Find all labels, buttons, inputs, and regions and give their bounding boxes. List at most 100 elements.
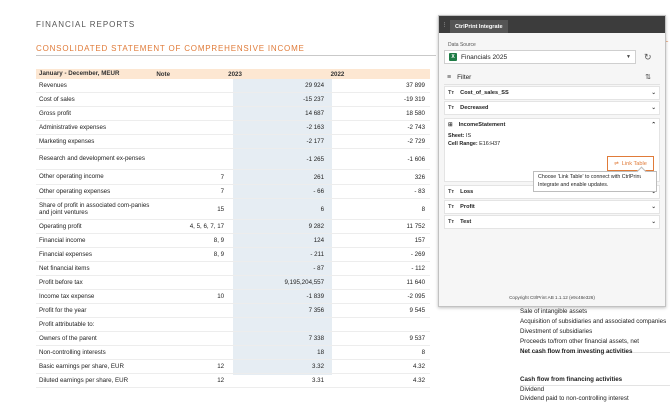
filter-row[interactable]: ≡ Filter ⇅: [444, 70, 660, 85]
row-label: Profit before tax: [39, 278, 83, 286]
row-label: Profit attributable to:: [39, 320, 95, 328]
chevron-down-icon[interactable]: ⌄: [651, 90, 656, 96]
row-label: Other operating income: [39, 173, 104, 181]
chevron-down-icon[interactable]: ⌄: [651, 204, 656, 210]
link-icon: ⇌: [614, 160, 619, 167]
table-row: Marketing expenses -2 177 -2 729: [36, 135, 430, 149]
row-value-2023: -2 177: [306, 138, 325, 145]
range-value: E16:H37: [479, 141, 501, 147]
panel-header: ⋮ CtrlPrint Integrate: [439, 16, 665, 33]
table-row: Basic earnings per share, EUR 12 3.32 4.32: [36, 360, 430, 374]
row-value-2022: 11 640: [406, 279, 426, 286]
row-value-2022: - 112: [411, 265, 426, 272]
panel-item[interactable]: Tт Decreased ⌄: [444, 101, 660, 115]
row-label: Financial expenses: [39, 250, 92, 258]
row-label: Diluted earnings per share, EUR: [39, 376, 129, 384]
row-value-2022: 8: [421, 205, 426, 213]
row-note: 8, 9: [213, 237, 225, 244]
row-value-2022: -2 729: [407, 138, 426, 145]
chevron-down-icon[interactable]: ⌄: [651, 189, 656, 195]
row-note: 7: [220, 173, 225, 181]
drag-handle-icon[interactable]: ⋮: [442, 21, 447, 28]
row-label: Research and development ex-penses: [39, 155, 145, 163]
row-value-2023: - 211: [310, 251, 325, 258]
table-body: Revenues 29 924 37 899 Cost of sales -15 237…: [36, 79, 430, 388]
table-row: Profit attributable to:: [36, 318, 430, 332]
table-row: Profit for the year 7 356 9 545: [36, 304, 430, 318]
link-table-button[interactable]: ⇌ Link Table: [607, 156, 654, 171]
row-label: Income tax expense: [39, 292, 95, 300]
row-value-2023: 9,195,204,557: [284, 279, 325, 286]
panel-item-label: Loss: [460, 189, 474, 195]
table-row: Profit before tax 9,195,204,557 11 640: [36, 276, 430, 290]
panel-footer: Copyright CtrlPrint AB 1.1.12 (e9c48e326…: [509, 295, 595, 300]
row-note: 10: [217, 293, 225, 300]
column-2023-highlight: [233, 79, 332, 375]
row-note: 4, 5, 6, 7, 17: [189, 223, 225, 230]
link-table-label: Link Table: [621, 160, 647, 167]
cashflow-divider: [520, 385, 670, 386]
panel-item[interactable]: Tт Profit ⌄: [444, 200, 660, 214]
data-source-value: Financials 2025: [461, 53, 508, 61]
income-statement-table: January - December, MEUR Note 2023 2022 …: [36, 69, 430, 388]
sheet-value: IS: [465, 133, 472, 139]
data-source-select[interactable]: X Financials 2025 ▼: [444, 50, 636, 64]
cashflow-line: Acquisition of subsidiaries and associat…: [520, 318, 667, 325]
panel-item-label: Decreased: [460, 105, 489, 111]
panel-item[interactable]: Tт Cost_of_sales_SS ⌄: [444, 86, 660, 100]
row-value-2023: 261: [313, 173, 325, 181]
table-row: Share of profit in associated com-panies…: [36, 199, 430, 220]
row-value-2022: 8: [421, 349, 426, 356]
card-header[interactable]: ⊞ IncomeStatement ⌃: [445, 119, 659, 131]
chevron-up-icon[interactable]: ⌃: [651, 122, 656, 128]
row-note: 8, 9: [213, 251, 225, 258]
header-2022: 2022: [330, 70, 345, 78]
table-row: Financial income 8, 9 124 157: [36, 234, 430, 248]
row-value-2023: 7 356: [308, 307, 325, 314]
table-row: Owners of the parent 7 338 9 537: [36, 332, 430, 346]
refresh-icon[interactable]: ↻: [644, 51, 652, 62]
panel-item-label: Profit: [460, 204, 475, 210]
section-title: CONSOLIDATED STATEMENT OF COMPREHENSIVE …: [36, 44, 305, 53]
section-divider: [36, 55, 436, 56]
sort-icon[interactable]: ⇅: [645, 74, 651, 81]
table-row: Revenues 29 924 37 899: [36, 79, 430, 93]
table-row: Net financial items - 87 - 112: [36, 262, 430, 276]
row-value-2022: 9 545: [409, 307, 426, 314]
panel-item-label: Test: [460, 219, 472, 225]
row-label: Share of profit in associated com-panies…: [39, 201, 150, 217]
chevron-down-icon[interactable]: ⌄: [651, 219, 656, 225]
panel-item[interactable]: Tт Test ⌄: [444, 215, 660, 229]
cashflow-line: Net cash flow from investing activities: [520, 348, 633, 355]
row-label: Revenues: [39, 81, 67, 89]
text-type-icon: Tт: [448, 90, 455, 96]
row-value-2022: - 269: [410, 251, 426, 258]
header-period: January - December, MEUR: [39, 70, 120, 78]
card-range: Cell Range: E16:H37: [445, 141, 659, 147]
row-note: 7: [220, 188, 225, 195]
cashflow-divider: [520, 352, 670, 353]
row-label: Basic earnings per share, EUR: [39, 362, 124, 370]
row-value-2023: -2 163: [306, 124, 325, 131]
filter-label: Filter: [457, 73, 472, 81]
table-row: Diluted earnings per share, EUR 12 3.31 4.3…: [36, 374, 430, 388]
row-value-2023: 3.31: [312, 377, 325, 384]
row-value-2022: 4.32: [412, 377, 426, 384]
cashflow-line: Proceeds to/from other financial assets,…: [520, 338, 639, 345]
cashflow-line: Dividend: [520, 386, 545, 393]
card-title: IncomeStatement: [458, 122, 506, 128]
table-row: Other operating expenses 7 - 66 - 83: [36, 185, 430, 199]
row-value-2023: -1 839: [306, 293, 325, 300]
text-type-icon: Tт: [448, 219, 455, 225]
card-sheet: Sheet: IS: [445, 133, 659, 139]
table-row: Research and development ex-penses -1 265…: [36, 149, 430, 170]
table-icon: ⊞: [448, 122, 453, 128]
row-value-2023: -1 265: [306, 155, 325, 163]
row-value-2023: 6: [320, 205, 325, 213]
row-label: Operating profit: [39, 222, 82, 230]
chevron-down-icon[interactable]: ⌄: [651, 105, 656, 111]
row-value-2022: 11 752: [406, 223, 426, 230]
panel-tab[interactable]: CtrlPrint Integrate: [450, 20, 508, 33]
row-label: Cost of sales: [39, 95, 75, 103]
